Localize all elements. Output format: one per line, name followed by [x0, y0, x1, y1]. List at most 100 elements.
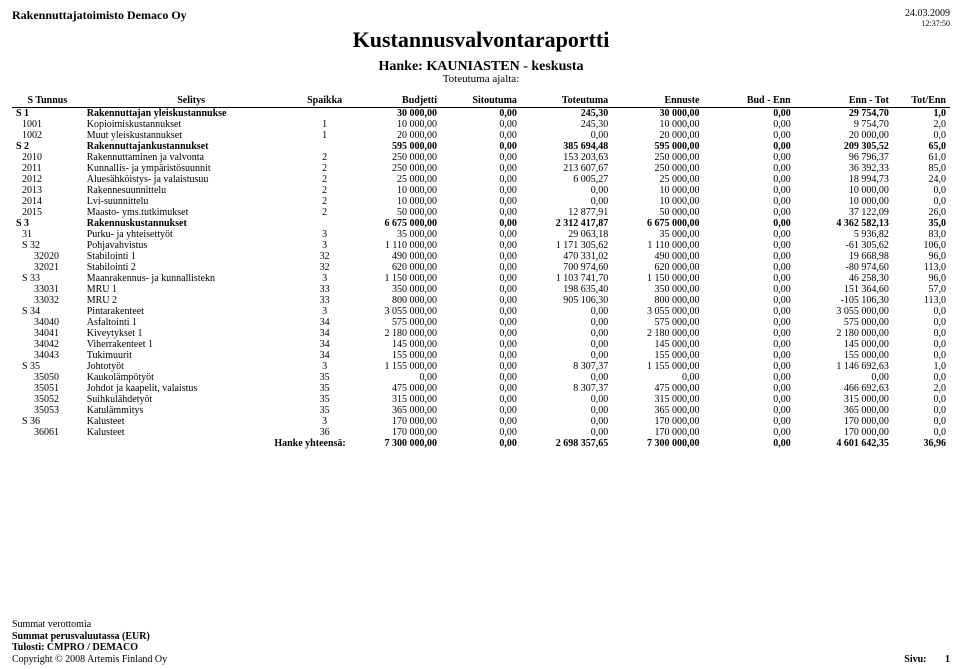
cell: 2 312 417,87 [521, 218, 612, 229]
cell: Viherrakenteet 1 [83, 339, 300, 350]
cell: 620 000,00 [350, 262, 441, 273]
footer-line-3: Tulosti: CMPRO / DEMACO [12, 642, 950, 654]
cell: 34041 [12, 328, 83, 339]
cell: 0,00 [521, 306, 612, 317]
cell: 0,00 [703, 339, 794, 350]
cell: 0,00 [441, 295, 521, 306]
cell: 34 [300, 328, 350, 339]
cell: 18 994,73 [795, 174, 893, 185]
cell: 315 000,00 [795, 394, 893, 405]
page-indicator: Sivu: 1 [904, 654, 950, 665]
cell: MRU 2 [83, 295, 300, 306]
cell: 2 [300, 174, 350, 185]
cell: 365 000,00 [350, 405, 441, 416]
cell: Kopioimiskustannukset [83, 119, 300, 130]
cell: 250 000,00 [350, 163, 441, 174]
cell: 2 [300, 152, 350, 163]
cell: 0,00 [703, 416, 794, 427]
cell: 0,00 [441, 405, 521, 416]
cell: 0,00 [703, 130, 794, 141]
cell: 65,0 [893, 141, 950, 152]
cell: 0,00 [521, 317, 612, 328]
cell: 595 000,00 [612, 141, 703, 152]
cell: 800 000,00 [350, 295, 441, 306]
cell: 0,00 [441, 361, 521, 372]
cell: 8 307,37 [521, 383, 612, 394]
cell: 61,0 [893, 152, 950, 163]
cell: 490 000,00 [350, 251, 441, 262]
cell: 10 000,00 [612, 119, 703, 130]
cell: 0,00 [521, 372, 612, 383]
cell: 85,0 [893, 163, 950, 174]
cell: 1001 [12, 119, 83, 130]
cell: 1,0 [893, 108, 950, 120]
cell: -105 106,30 [795, 295, 893, 306]
table-row: S 35Johtotyöt31 155 000,000,008 307,371 … [12, 361, 950, 372]
cell: 35 [300, 394, 350, 405]
cell: 0,00 [441, 306, 521, 317]
cell: 33032 [12, 295, 83, 306]
cell: 34042 [12, 339, 83, 350]
cell: 350 000,00 [612, 284, 703, 295]
cell: 0,00 [703, 361, 794, 372]
cell: 31 [12, 229, 83, 240]
table-row: S 36Kalusteet3170 000,000,000,00170 000,… [12, 416, 950, 427]
cell: 35 000,00 [612, 229, 703, 240]
cell: Pintarakenteet [83, 306, 300, 317]
cell: 12 877,91 [521, 207, 612, 218]
cell: 29 754,70 [795, 108, 893, 120]
cell: 0,00 [703, 251, 794, 262]
cell: 3 [300, 273, 350, 284]
cell: 83,0 [893, 229, 950, 240]
cell: 155 000,00 [795, 350, 893, 361]
cell: 35050 [12, 372, 83, 383]
cell: 315 000,00 [612, 394, 703, 405]
cell: 0,00 [441, 174, 521, 185]
cell: 37 122,09 [795, 207, 893, 218]
cell: S 2 [12, 141, 83, 152]
cell: 0,00 [441, 251, 521, 262]
cell: 0,00 [703, 229, 794, 240]
cell: 2 [300, 196, 350, 207]
cell: 0,00 [521, 130, 612, 141]
cell: 3 [300, 240, 350, 251]
cell: 20 000,00 [612, 130, 703, 141]
cell: 145 000,00 [612, 339, 703, 350]
cell: 0,00 [441, 427, 521, 438]
page-label: Sivu: [904, 654, 926, 665]
cell: 0,0 [893, 405, 950, 416]
cell: 50 000,00 [612, 207, 703, 218]
cell: Kalusteet [83, 427, 300, 438]
cell: 0,00 [441, 339, 521, 350]
cell: 0,0 [893, 328, 950, 339]
cell: Asfaltointi 1 [83, 317, 300, 328]
cell: 3 055 000,00 [612, 306, 703, 317]
table-row: 35051Johdot ja kaapelit, valaistus35475 … [12, 383, 950, 394]
cell: 575 000,00 [350, 317, 441, 328]
table-row: 33031MRU 133350 000,000,00198 635,40350 … [12, 284, 950, 295]
cell: 0,00 [441, 141, 521, 152]
cell: 0,00 [441, 372, 521, 383]
cell: 32 [300, 262, 350, 273]
table-row: 2011Kunnallis- ja ympäristösuunnit2250 0… [12, 163, 950, 174]
cell: 800 000,00 [612, 295, 703, 306]
table-body: S 1Rakennuttajan yleiskustannukse30 000,… [12, 108, 950, 439]
footer-line-4: Copyright © 2008 Artemis Finland Oy [12, 654, 950, 666]
table-row: 34042Viherrakenteet 134145 000,000,000,0… [12, 339, 950, 350]
cell: 35051 [12, 383, 83, 394]
table-row: 35052Suihkulähdetyöt35315 000,000,000,00… [12, 394, 950, 405]
cell: 0,00 [795, 372, 893, 383]
cell: 0,00 [441, 163, 521, 174]
cell: 0,00 [703, 405, 794, 416]
cell: 32 [300, 251, 350, 262]
cell: S 32 [12, 240, 83, 251]
cell: 113,0 [893, 262, 950, 273]
cell: 170 000,00 [612, 427, 703, 438]
page-number: 1 [945, 654, 950, 665]
cell: 19 668,98 [795, 251, 893, 262]
cell: 0,00 [703, 218, 794, 229]
cell: 3 055 000,00 [350, 306, 441, 317]
table-row: 2013Rakennesuunnittelu210 000,000,000,00… [12, 185, 950, 196]
cell: 2 180 000,00 [612, 328, 703, 339]
cell: 0,00 [612, 372, 703, 383]
